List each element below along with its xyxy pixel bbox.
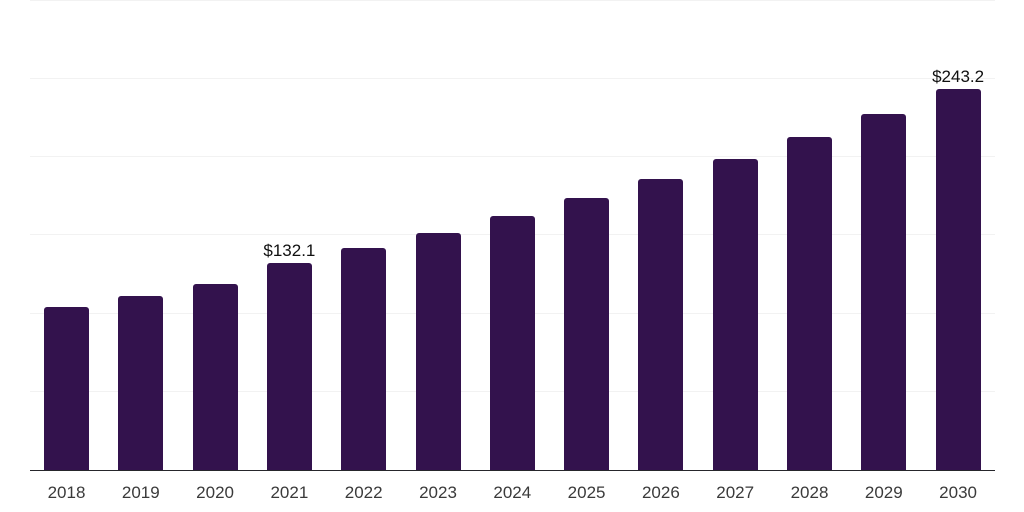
bar-2025 <box>564 198 610 470</box>
x-tick-label-2026: 2026 <box>641 483 680 502</box>
bar-2018 <box>44 307 89 470</box>
x-tick-label-2022: 2022 <box>344 483 383 502</box>
bar-2029 <box>861 113 907 470</box>
x-tick-label-2021: 2021 <box>270 483 309 502</box>
x-axis-line <box>29 469 995 471</box>
gridline <box>29 77 995 79</box>
x-tick-label-2027: 2027 <box>716 483 755 502</box>
bar-value-label-2021: $132.1 <box>263 240 316 260</box>
bar-2023 <box>415 232 461 470</box>
bar-2022 <box>341 248 387 470</box>
gridline <box>29 156 995 157</box>
bar-2026 <box>638 179 684 470</box>
bar-2019 <box>118 295 164 470</box>
x-tick-label-2018: 2018 <box>47 483 86 502</box>
x-tick-label-2023: 2023 <box>419 483 457 502</box>
bar-2030 <box>935 88 981 470</box>
bar-2020 <box>192 283 238 470</box>
bar-2028 <box>787 137 832 470</box>
bar-value-label-2030: $243.2 <box>932 66 985 86</box>
x-tick-label-2028: 2028 <box>790 483 829 502</box>
bar-2027 <box>712 158 758 470</box>
x-tick-label-2024: 2024 <box>493 483 532 502</box>
x-tick-label-2030: 2030 <box>939 483 978 502</box>
x-tick-label-2020: 2020 <box>196 483 235 502</box>
x-axis: 2018 2019 2020 2021 2022 2023 2024 2025 2026 2027… <box>30 483 995 506</box>
plot-area: $132.1 $243.2 <box>29 0 995 470</box>
bar-2021 <box>266 262 312 470</box>
x-tick-label-2025: 2025 <box>567 483 606 502</box>
gridline <box>29 0 995 1</box>
x-tick-label-2019: 2019 <box>121 483 160 502</box>
x-tick-label-2029: 2029 <box>864 483 903 502</box>
bar-2024 <box>489 216 535 470</box>
